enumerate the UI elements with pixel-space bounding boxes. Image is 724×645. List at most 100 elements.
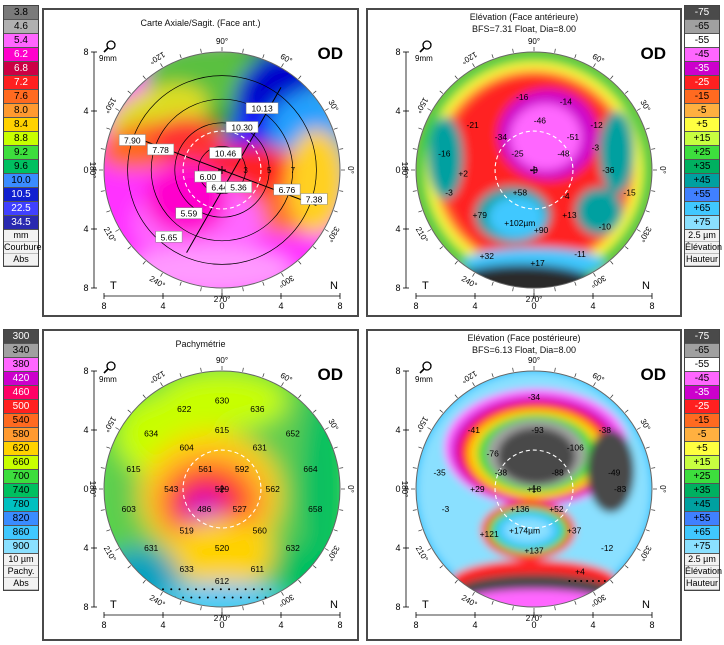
axial-curvature-map-panel[interactable]: 8 4 0 4 8 8 4 0 4 8 90° 60° 30° 0° 330° 300° 270° 240° 210… [42, 8, 359, 317]
degree-label: 60° [279, 371, 294, 385]
scale-swatch: -55 [685, 358, 719, 372]
scale-caption1: Courbure [4, 242, 42, 254]
anterior-elevation-color-scale: -75 -65 -55 -45 -35 -25 -15 -5 +5 +15 +25 +35 +45 +55… [684, 5, 723, 267]
map-value: 592 [235, 464, 249, 474]
map-value: -3 [530, 165, 538, 175]
scale-swatch: 300 [4, 330, 38, 344]
anterior-elevation-map-panel[interactable]: 8 4 0 4 8 8 4 0 4 8 90° 60° 30° 0° 330° 300° 270° 240° 210… [366, 8, 682, 317]
x-tick-label: 4 [278, 620, 283, 630]
map-value: 10.13 [251, 104, 273, 114]
scale-swatch: 500 [4, 400, 38, 414]
ring-label: 3 [243, 166, 248, 175]
scale-unit: mm [4, 230, 38, 242]
scale-caption1: Élévation [685, 242, 723, 254]
map-value: 658 [308, 504, 322, 514]
scale-swatch: +45 [685, 174, 719, 188]
map-value: -3 [442, 504, 450, 514]
y-tick-label: 0 [83, 165, 88, 175]
scale-caption2: Abs [4, 578, 38, 590]
map-value: -35 [433, 467, 446, 477]
y-tick-label: 8 [395, 366, 400, 376]
degree-label: 240° [148, 593, 167, 609]
scale-swatch: +55 [685, 512, 719, 526]
map-value: -41 [468, 425, 481, 435]
map-value: 630 [215, 396, 229, 406]
scale-swatch: 22.5 [4, 202, 38, 216]
scale-swatch: 9.2 [4, 146, 38, 160]
map-value: 5.36 [230, 183, 247, 193]
scale-caption2: Abs [4, 254, 38, 266]
degree-label: 210° [102, 225, 118, 244]
scale-swatch: -35 [685, 386, 719, 400]
map-value: -49 [608, 467, 621, 477]
y-tick-label: 0 [395, 165, 400, 175]
scale-swatch: 540 [4, 414, 38, 428]
map-value: 622 [177, 404, 191, 414]
zoom-level: 9mm [415, 375, 433, 384]
map-value: -76 [487, 449, 500, 459]
degree-label: 120° [148, 369, 167, 385]
scale-swatch: 660 [4, 456, 38, 470]
map-value: -38 [495, 467, 508, 477]
x-tick-label: 4 [472, 301, 477, 311]
temporal-label: T [110, 599, 117, 611]
scale-swatch: +5 [685, 442, 719, 456]
scale-swatch: +65 [685, 202, 719, 216]
map-canvas: 8 4 0 4 8 8 4 0 4 8 90° 60° 30° 0° 330° 300° 270° 240° 210… [83, 37, 355, 311]
degree-label: 180° [88, 481, 97, 498]
scale-swatch: +65 [685, 526, 719, 540]
degree-label: 120° [460, 50, 479, 66]
scale-swatch: 8.4 [4, 118, 38, 132]
degree-label: 150° [414, 96, 430, 115]
degree-label: 180° [400, 481, 409, 498]
map-value: +137 [524, 545, 543, 555]
map-value: -16 [516, 92, 529, 102]
degree-label: 330° [325, 225, 341, 244]
scale-swatch: +15 [685, 456, 719, 470]
degree-label: 240° [148, 274, 167, 290]
zoom-level: 9mm [99, 54, 117, 63]
map-value: 604 [180, 443, 194, 453]
degree-label: 180° [400, 162, 409, 179]
y-tick-label: 4 [395, 543, 400, 553]
map-value: 529 [215, 484, 229, 494]
x-tick-label: 0 [219, 620, 224, 630]
scale-swatch: +45 [685, 498, 719, 512]
panel-title: Elévation (Face postérieure) [467, 333, 581, 343]
scale-swatch: -5 [685, 104, 719, 118]
x-tick-label: 0 [219, 301, 224, 311]
pachymetry-map-panel[interactable]: 8 4 0 4 8 8 4 0 4 8 90° 60° 30° 0° 330° 300° 270° 240° 210… [42, 329, 359, 641]
map-value: 10.46 [215, 148, 237, 158]
degree-label: 210° [414, 544, 430, 563]
map-value: 633 [180, 564, 194, 574]
y-tick-label: 4 [395, 224, 400, 234]
y-tick-label: 8 [83, 47, 88, 57]
y-tick-label: 8 [395, 602, 400, 612]
scale-caption1: Pachy. [4, 566, 38, 578]
map-value: -51 [567, 132, 580, 142]
x-tick-label: 8 [413, 301, 418, 311]
x-tick-label: 4 [590, 301, 595, 311]
degree-label: 150° [414, 415, 430, 434]
scale-swatch: -75 [685, 6, 719, 20]
scale-swatch: -55 [685, 34, 719, 48]
map-value: 634 [144, 429, 158, 439]
scale-swatch: 8.8 [4, 132, 38, 146]
y-tick-label: 4 [395, 425, 400, 435]
degree-label: 0° [346, 166, 355, 174]
scale-swatch: 780 [4, 498, 38, 512]
y-tick-label: 8 [83, 283, 88, 293]
posterior-elevation-map-panel[interactable]: 8 4 0 4 8 8 4 0 4 8 90° 60° 30° 0° 330° 300° 270° 240° 210… [366, 329, 682, 641]
scale-swatch: 10.5 [4, 188, 38, 202]
zoom-level: 9mm [415, 54, 433, 63]
map-canvas: 8 4 0 4 8 8 4 0 4 8 90° 60° 30° 0° 330° 300° 270° 240° 210… [395, 37, 667, 311]
degree-label: 330° [325, 544, 341, 563]
map-value: +102µm [504, 218, 535, 228]
scale-swatch: 10.0 [4, 174, 38, 188]
scale-swatch: +75 [685, 216, 719, 230]
map-value: -88 [551, 467, 564, 477]
map-value: 10.30 [231, 123, 253, 133]
y-tick-label: 0 [83, 484, 88, 494]
map-value: 7.90 [124, 136, 141, 146]
map-value: -15 [623, 187, 636, 197]
